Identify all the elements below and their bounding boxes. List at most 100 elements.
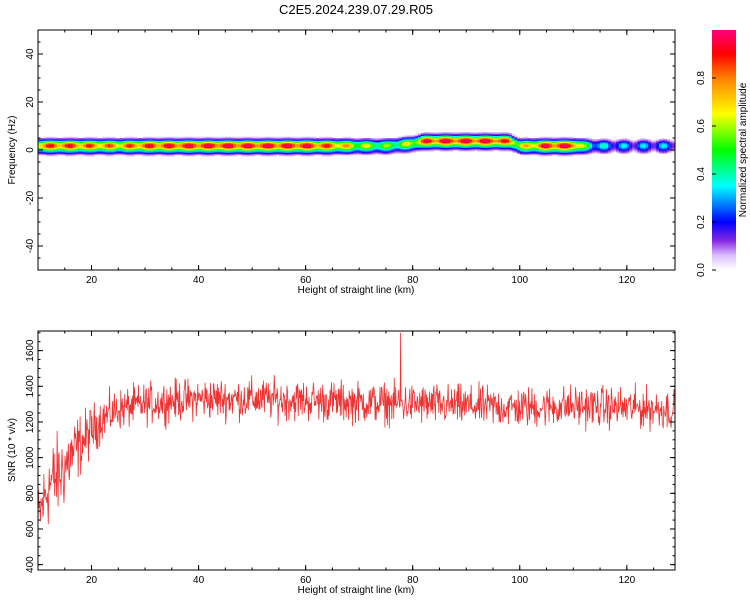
spectrogram-cell: [137, 138, 141, 140]
spectrogram-cell: [517, 147, 521, 150]
spectrogram-cell: [452, 138, 456, 140]
spectrogram-cell: [270, 145, 274, 147]
spectrogram-cell: [262, 151, 266, 153]
spectrogram-cell: [228, 148, 232, 151]
spectrogram-cell: [434, 136, 438, 139]
spectrogram-cell: [554, 141, 558, 144]
spectrogram-cell: [632, 140, 636, 142]
spectrogram-cell: [187, 139, 191, 141]
spectrogram-cell: [527, 140, 531, 142]
spectrogram-cell: [54, 152, 58, 154]
spectrogram-cell: [305, 152, 309, 154]
spectrogram-cell: [487, 147, 491, 150]
spectrogram-cell: [551, 141, 555, 144]
spectrogram-cell: [570, 154, 574, 157]
spectrogram-cell: [209, 139, 213, 141]
spectrogram-cell: [653, 141, 657, 144]
spectrogram-cell: [490, 142, 494, 145]
spectrogram-cell: [380, 141, 384, 144]
spectrogram-cell: [289, 150, 293, 152]
spectrogram-cell: [479, 132, 483, 134]
spectrogram-cell: [254, 153, 258, 156]
spectrogram-cell: [88, 154, 92, 157]
spectrogram-cell: [345, 138, 349, 140]
spectrogram-cell: [412, 136, 416, 139]
spectrogram-cell: [118, 145, 122, 147]
spectrogram-cell: [415, 145, 419, 147]
spectrogram-cell: [351, 147, 355, 150]
spectrogram-cell: [650, 150, 654, 152]
spectrogram-cell: [249, 148, 253, 151]
spectrogram-cell: [163, 153, 167, 156]
spectrogram-cell: [493, 148, 497, 151]
snr-xlabel: Height of straight line (km): [298, 585, 415, 596]
spectrogram-cell: [38, 141, 42, 144]
spectrogram-cell: [345, 140, 349, 142]
spectrogram-cell: [233, 148, 237, 151]
spectrogram-cell: [104, 152, 108, 154]
spectrogram-cell: [613, 146, 617, 148]
spectrogram-cell: [78, 147, 82, 150]
spectrogram-cell: [640, 146, 644, 148]
spectrogram-cell: [313, 142, 317, 145]
spectrogram-cell: [67, 141, 71, 144]
spectrogram-cell: [214, 140, 218, 142]
spectrogram-cell: [468, 135, 472, 138]
spectrogram-cell: [570, 146, 574, 148]
spectrogram-cell: [613, 140, 617, 142]
spectrogram-cell: [185, 136, 189, 139]
spectrogram-cell: [546, 138, 550, 140]
spectrogram-cell: [503, 144, 507, 146]
spectrogram-cell: [426, 140, 430, 142]
spectrogram-cell: [83, 142, 87, 145]
spectrogram-cell: [509, 150, 513, 152]
spectrogram-cell: [51, 136, 55, 139]
spectrogram-cell: [278, 142, 282, 145]
spectrogram-cell: [80, 140, 84, 142]
spectrogram-cell: [471, 146, 475, 148]
spectrogram-cell: [142, 148, 146, 151]
spectrogram-cell: [99, 140, 103, 142]
spectrogram-cell: [452, 141, 456, 144]
spectrogram-cell: [343, 147, 347, 150]
spectrogram-cell: [112, 152, 117, 154]
spectrogram-cell: [262, 145, 266, 147]
spectrogram-cell: [589, 150, 593, 152]
spectrogram-cell: [238, 148, 242, 151]
spectrogram-cell: [265, 151, 269, 153]
spectrogram-cell: [169, 136, 173, 139]
spectrogram-cell: [551, 144, 555, 146]
spectrogram-cell: [482, 141, 486, 144]
spectrogram-cell: [260, 140, 264, 142]
spectrogram-cell: [284, 142, 288, 145]
spectrogram-cell: [67, 152, 71, 154]
spectrogram-cell: [137, 150, 141, 152]
spectrogram-cell: [43, 142, 47, 145]
spectrogram-cell: [450, 132, 454, 134]
spectrogram-cell: [474, 134, 478, 136]
spectrogram-cell: [439, 147, 443, 150]
spectrogram-cell: [471, 148, 475, 151]
spectrogram-cell: [444, 147, 448, 150]
spectrogram-cell: [385, 139, 390, 141]
spectrogram-cell: [415, 142, 419, 145]
spectrogram-cell: [48, 147, 52, 150]
spectrogram-cell: [345, 147, 349, 150]
spectrogram-cell: [468, 142, 472, 145]
spectrogram-cell: [463, 147, 467, 150]
spectrogram-cell: [91, 145, 95, 147]
spectrogram-cell: [131, 145, 135, 147]
spectrogram-cell: [399, 148, 403, 151]
spectrogram-cell: [203, 142, 208, 145]
spectrogram-cell: [393, 151, 398, 153]
spectrogram-cell: [578, 145, 582, 147]
spectrogram-cell: [656, 146, 660, 148]
spectrogram-cell: [254, 146, 258, 148]
spectrogram-cell: [442, 140, 446, 142]
spectrogram-cell: [126, 138, 130, 140]
spectrogram-cell: [120, 152, 125, 154]
spectrogram-cell: [434, 142, 438, 145]
spectrogram-cell: [487, 148, 491, 151]
spectrogram-cell: [257, 142, 261, 145]
spectrogram-cell: [72, 153, 76, 156]
